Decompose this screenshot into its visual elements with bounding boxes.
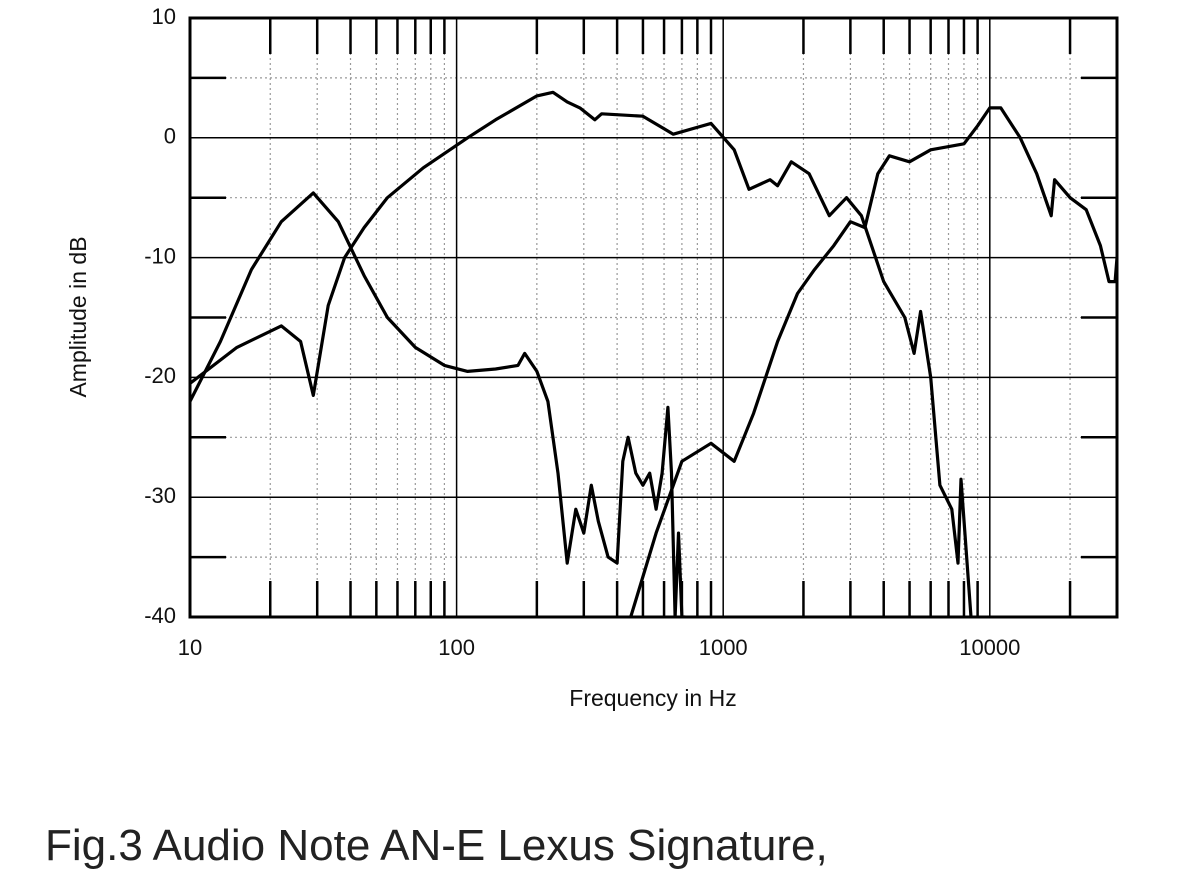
y-tick-label: -30 bbox=[144, 483, 176, 508]
y-axis-label: Amplitude in dB bbox=[65, 236, 91, 397]
x-axis-label: Frequency in Hz bbox=[569, 685, 736, 711]
x-tick-label: 10000 bbox=[959, 635, 1020, 660]
plot-frame bbox=[188, 16, 1119, 619]
response-line bbox=[629, 106, 1117, 617]
x-tick-label: 1000 bbox=[699, 635, 748, 660]
caption: Fig.3 Audio Note AN-E Lexus Signature, bbox=[45, 821, 828, 870]
x-tick-label: 10 bbox=[178, 635, 202, 660]
response-line bbox=[190, 191, 686, 617]
y-tick-label: -20 bbox=[144, 363, 176, 388]
plot-lines bbox=[190, 90, 1117, 617]
y-tick-label: -10 bbox=[144, 243, 176, 268]
grid bbox=[189, 17, 1117, 618]
y-tick-label: 0 bbox=[164, 124, 176, 149]
y-tick-label: -40 bbox=[144, 603, 176, 628]
y-tick-label: 10 bbox=[152, 4, 176, 29]
x-tick-label: 100 bbox=[438, 635, 475, 660]
response-line bbox=[190, 90, 973, 617]
